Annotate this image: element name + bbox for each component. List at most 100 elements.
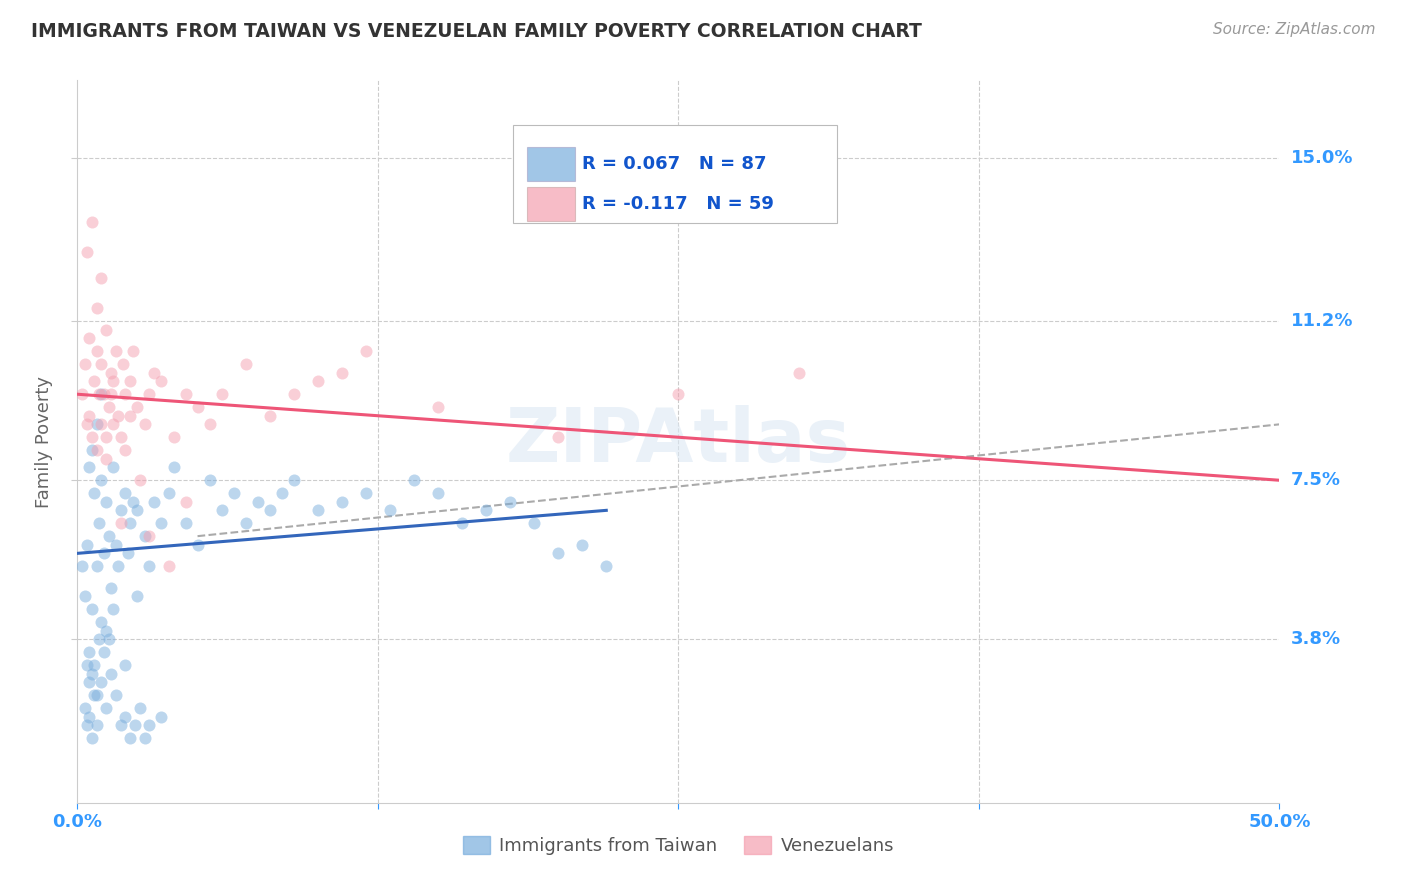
Point: [70, 387, 93, 401]
Point: [259, 503, 281, 517]
Point: [114, 658, 136, 673]
Point: [87, 516, 110, 531]
Point: [162, 460, 184, 475]
Point: [79, 645, 101, 659]
Point: [76, 718, 98, 732]
Point: [127, 590, 149, 604]
Point: [97, 400, 120, 414]
Point: [97, 632, 120, 647]
Point: [120, 374, 142, 388]
Point: [330, 494, 353, 508]
Point: [157, 559, 180, 574]
Point: [87, 632, 110, 647]
Point: [235, 357, 257, 371]
Point: [121, 494, 143, 508]
Text: R = -0.117   N = 59: R = -0.117 N = 59: [582, 195, 773, 213]
Point: [427, 400, 450, 414]
Point: [246, 494, 269, 508]
Point: [104, 688, 127, 702]
Point: [110, 430, 132, 444]
Point: [90, 615, 112, 630]
Point: [451, 516, 474, 531]
Point: [80, 430, 103, 444]
Point: [96, 494, 118, 508]
Point: [117, 546, 139, 560]
Point: [120, 731, 142, 746]
Point: [571, 538, 593, 552]
Point: [73, 357, 96, 371]
Point: [124, 718, 146, 732]
Point: [100, 366, 122, 380]
Point: [79, 409, 101, 423]
Point: [150, 516, 173, 531]
Point: [174, 494, 197, 508]
Point: [475, 503, 498, 517]
Point: [96, 701, 118, 715]
Text: 15.0%: 15.0%: [1291, 149, 1353, 167]
Point: [86, 559, 108, 574]
Point: [97, 529, 120, 543]
Point: [93, 645, 115, 659]
Point: [283, 473, 305, 487]
Point: [86, 718, 108, 732]
Point: [378, 503, 401, 517]
Point: [90, 473, 112, 487]
Point: [138, 559, 160, 574]
Point: [211, 387, 233, 401]
Point: [668, 387, 690, 401]
Point: [186, 538, 209, 552]
Point: [499, 494, 522, 508]
Point: [86, 417, 108, 432]
Point: [174, 516, 197, 531]
Point: [87, 387, 110, 401]
Point: [547, 430, 569, 444]
Point: [111, 357, 134, 371]
Point: [211, 503, 233, 517]
Point: [523, 516, 546, 531]
Point: [93, 387, 115, 401]
Point: [80, 215, 103, 229]
Point: [90, 357, 112, 371]
Point: [157, 486, 180, 500]
Point: [143, 366, 166, 380]
Point: [79, 675, 101, 690]
Point: [114, 486, 136, 500]
Point: [83, 486, 105, 500]
Point: [93, 546, 115, 560]
Point: [134, 417, 156, 432]
Point: [100, 666, 122, 681]
Point: [307, 374, 329, 388]
Point: [134, 529, 156, 543]
Point: [114, 443, 136, 458]
Point: [114, 387, 136, 401]
Point: [80, 602, 103, 616]
Point: [90, 271, 112, 285]
Point: [120, 409, 142, 423]
Point: [307, 503, 329, 517]
Point: [330, 366, 353, 380]
Text: IMMIGRANTS FROM TAIWAN VS VENEZUELAN FAMILY POVERTY CORRELATION CHART: IMMIGRANTS FROM TAIWAN VS VENEZUELAN FAM…: [31, 22, 922, 41]
Point: [121, 344, 143, 359]
Point: [103, 417, 125, 432]
Point: [128, 473, 150, 487]
Point: [283, 387, 305, 401]
Point: [354, 344, 377, 359]
Point: [174, 387, 197, 401]
Point: [162, 430, 184, 444]
Point: [103, 460, 125, 475]
Point: [96, 624, 118, 638]
Point: [83, 658, 105, 673]
Text: Source: ZipAtlas.com: Source: ZipAtlas.com: [1212, 22, 1375, 37]
Point: [73, 701, 96, 715]
Point: [96, 323, 118, 337]
Point: [128, 701, 150, 715]
Point: [138, 718, 160, 732]
Point: [90, 387, 112, 401]
Point: [90, 417, 112, 432]
Y-axis label: Family Poverty: Family Poverty: [35, 376, 53, 508]
Point: [110, 718, 132, 732]
Point: [427, 486, 450, 500]
Point: [96, 451, 118, 466]
Text: ZIPAtlas: ZIPAtlas: [506, 405, 851, 478]
Point: [222, 486, 245, 500]
